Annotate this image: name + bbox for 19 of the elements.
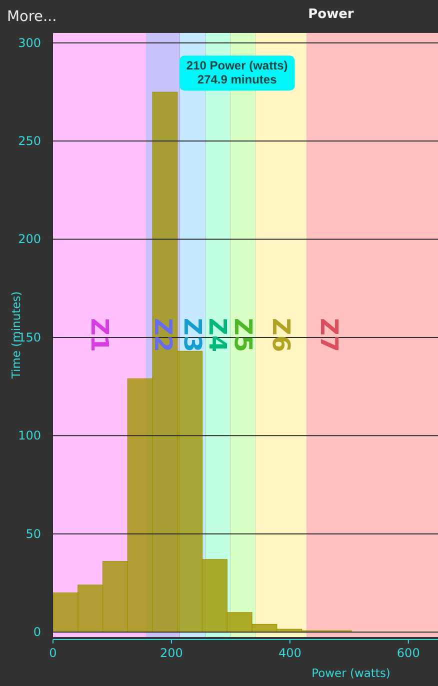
y-tick-label: 0 [33, 625, 41, 640]
x-tick-label: 0 [49, 646, 57, 660]
band-label: Z7 [315, 318, 344, 352]
x-tick-label: 600 [396, 646, 420, 660]
x-axis-title: Power (watts) [312, 666, 390, 680]
x-tick-label: 200 [160, 646, 183, 660]
y-tick-label: 250 [18, 134, 41, 148]
band-label: Z2 [148, 318, 177, 352]
x-tick-label: 400 [278, 646, 302, 660]
band-label: Z1 [85, 318, 114, 352]
text: More... [7, 9, 57, 25]
y-tick-label: 300 [18, 36, 41, 50]
y-tick-label: 50 [26, 526, 41, 541]
band-label: Z3 [178, 318, 206, 352]
annotation: 210 Power (watts) 274.9 minutes [186, 58, 288, 87]
y-tick-label: 100 [18, 428, 41, 443]
chart-title: Power [308, 7, 354, 22]
band-label: Z6 [267, 318, 296, 352]
y-tick-label: 200 [18, 232, 41, 246]
